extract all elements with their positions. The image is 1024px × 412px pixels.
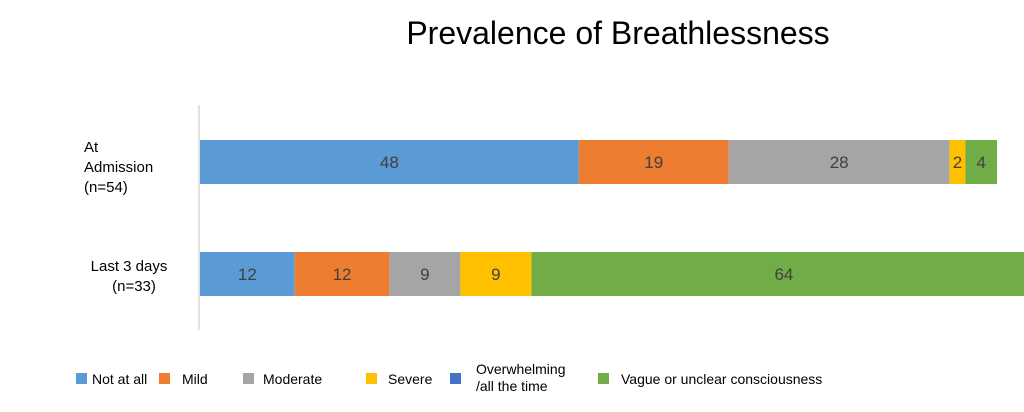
- legend-swatch-2: [243, 373, 254, 384]
- bar-segment-s1-c0: [578, 140, 729, 184]
- bar-segment-s0-c1: [200, 252, 295, 296]
- category-label-0-line-0: At: [84, 139, 99, 156]
- legend-label-0: Not at all: [92, 371, 147, 387]
- legend-label-4-line-0: Overwhelming: [476, 361, 565, 377]
- category-labels-group: At Admission (n=54) Last 3 days (n=33): [84, 139, 167, 295]
- chart-title: Prevalence of Breathlessness: [406, 15, 829, 51]
- data-label-s3-c1: 9: [491, 265, 500, 284]
- bar-segment-s5-c1: [531, 252, 1024, 296]
- bar-segment-s0-c0: [200, 140, 579, 184]
- bar-segment-s3-c0: [949, 140, 966, 184]
- bars-group: [200, 140, 1024, 296]
- legend-swatch-5: [598, 373, 609, 384]
- category-label-0-line-1: Admission: [84, 159, 153, 176]
- bar-segment-s5-c0: [965, 140, 997, 184]
- bar-segment-s2-c1: [389, 252, 461, 296]
- bar-segment-s2-c0: [728, 140, 950, 184]
- data-label-s5-c0: 4: [976, 153, 985, 172]
- data-label-s5-c1: 64: [774, 265, 793, 284]
- data-label-s0-c0: 48: [380, 153, 399, 172]
- category-label-1-line-1: (n=33): [112, 278, 156, 295]
- legend-swatch-3: [366, 373, 377, 384]
- data-label-s2-c1: 9: [420, 265, 429, 284]
- legend-swatch-4: [450, 373, 461, 384]
- legend-swatch-1: [159, 373, 170, 384]
- bar-segment-s3-c1: [460, 252, 532, 296]
- legend-label-2: Moderate: [263, 371, 322, 387]
- legend-label-4-line-1: /all the time: [476, 378, 548, 394]
- legend-label-3: Severe: [388, 371, 433, 387]
- data-label-s1-c0: 19: [644, 153, 663, 172]
- category-label-0-line-2: (n=54): [84, 179, 128, 196]
- category-label-1-line-0: Last 3 days: [91, 258, 168, 275]
- data-label-s1-c1: 12: [333, 265, 352, 284]
- legend-swatch-0: [76, 373, 87, 384]
- data-label-s3-c0: 2: [953, 153, 962, 172]
- legend: Not at all Mild Moderate Severe Overwhelming…: [76, 361, 822, 394]
- data-label-s2-c0: 28: [830, 153, 849, 172]
- bar-labels-group: 48 19 28 2 4 12 12 9 9 64: [238, 153, 986, 284]
- bar-segment-s1-c1: [294, 252, 390, 296]
- legend-label-5: Vague or unclear consciousness: [621, 371, 822, 387]
- data-label-s0-c1: 12: [238, 265, 257, 284]
- legend-label-1: Mild: [182, 371, 208, 387]
